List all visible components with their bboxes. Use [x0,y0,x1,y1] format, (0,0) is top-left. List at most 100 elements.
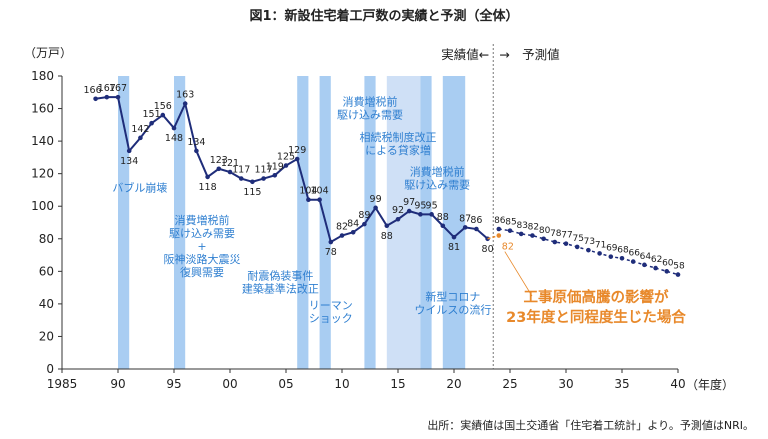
actual-value-label: 156 [154,101,172,112]
actual-point [406,208,412,214]
actual-value-label: 115 [243,187,261,198]
actual-point [328,239,334,245]
x-tick-label: 15 [390,377,405,391]
scenario-point [496,233,502,238]
actual-point [317,197,322,203]
actual-value-label: 92 [392,205,404,216]
event-annotation: バブル崩壊 [112,181,167,195]
event-annotation: 消費増税前 [343,94,398,108]
actual-point [182,101,188,106]
x-tick-label: 35 [614,377,629,391]
actual-point [227,169,233,175]
actual-value-label: 104 [311,186,329,197]
actual-value-label: 81 [448,242,460,253]
forecast-value-label: 82 [528,223,539,233]
actual-value-label: 123 [210,155,228,166]
actual-value-label: 95 [414,200,426,211]
actual-point [474,226,479,232]
actual-value-label: 117 [255,165,273,176]
forecast-point [518,231,524,237]
actual-value-label: 84 [347,218,359,229]
forecast-value-label: 75 [572,234,583,244]
y-tick-label: 40 [39,297,54,311]
event-band [364,76,376,369]
forecast-value-label: 69 [606,244,618,254]
forecast-point [574,244,580,250]
event-annotation: 駆け込み需要 [404,178,470,191]
scenario-annotation: 23年度と同程度生じた場合 [506,308,686,326]
x-tick-label: 30 [558,377,573,391]
forecast-point [597,251,602,256]
actual-point [160,112,166,118]
divider-label-forecast: → 予測値 [499,47,559,62]
actual-value-label: 142 [131,124,149,135]
actual-point [149,120,154,126]
event-annotation: + [197,240,206,253]
actual-value-label: 167 [109,83,127,94]
actual-point [373,205,378,211]
event-annotation: 復興需要 [180,266,224,279]
x-tick-label: 05 [278,377,293,391]
x-tick-label: 1985 [47,377,78,391]
forecast-value-label: 60 [662,258,674,268]
actual-value-label: 117 [232,165,250,176]
forecast-point [642,262,647,268]
x-tick-label: 95 [166,377,181,391]
event-band [442,76,466,369]
actual-point [126,148,132,154]
actual-point [261,176,266,181]
axes: 0 20 40 60 80 100 120 140 160 180 1985 90 95 00 05 10 15… [24,44,734,392]
forecast-point [507,228,513,233]
event-annotation: ショック [309,312,353,325]
x-tick-label: 20 [446,377,461,391]
x-tick-label: 25 [502,377,517,391]
forecast-value-label: 85 [505,218,516,228]
actual-value-label: 129 [288,145,306,156]
actual-point [272,172,278,178]
divider-label-actual: 実績値← [441,47,489,62]
actual-point [104,94,110,100]
event-annotation: 消費増税前 [410,164,465,178]
event-annotation: 新型コロナ [425,290,480,304]
scenario-line [487,234,500,240]
forecast-point [552,239,558,245]
forecast-value-label: 73 [584,237,595,247]
x-tick-label: 40 [670,377,685,391]
actual-point [350,229,356,235]
actual-point [429,212,434,217]
actual-value-label: 166 [84,85,102,96]
forecast-point [675,272,681,277]
forecast-point [608,254,614,259]
actual-point [238,176,244,181]
forecast-value-label: 64 [640,252,652,262]
forecast-value-label: 83 [516,221,527,231]
actual-value-label: 89 [358,210,370,221]
actual-value-label: 87 [459,213,471,224]
scenario-leader-line [504,251,533,297]
y-tick-label: 0 [46,362,54,376]
y-tick-label: 160 [31,102,54,116]
actual-value-label: 88 [381,231,393,242]
actual-value-label: 134 [187,137,205,148]
forecast-point [530,233,535,238]
actual-value-label: 151 [143,109,161,120]
actual-point [462,225,468,230]
data-labels: 8216616716713414215115614816313411812312… [84,83,685,271]
forecast-point [653,265,658,271]
y-tick-label: 120 [31,167,54,181]
actual-value-label: 148 [165,133,183,144]
x-tick-label: 90 [110,377,125,391]
forecast-value-label: 71 [595,240,606,250]
actual-value-label: 88 [437,212,449,223]
actual-point [294,156,300,162]
event-annotation: 相続税制度改正 [360,130,437,144]
event-bands [118,76,466,369]
actual-point [306,197,311,203]
actual-value-label: 86 [470,215,482,226]
actual-value-label: 95 [426,200,438,211]
event-annotation: 建築基準法改正 [242,281,319,295]
event-band [297,76,309,369]
y-tick-label: 60 [39,264,54,278]
actual-value-label: 99 [370,194,382,205]
